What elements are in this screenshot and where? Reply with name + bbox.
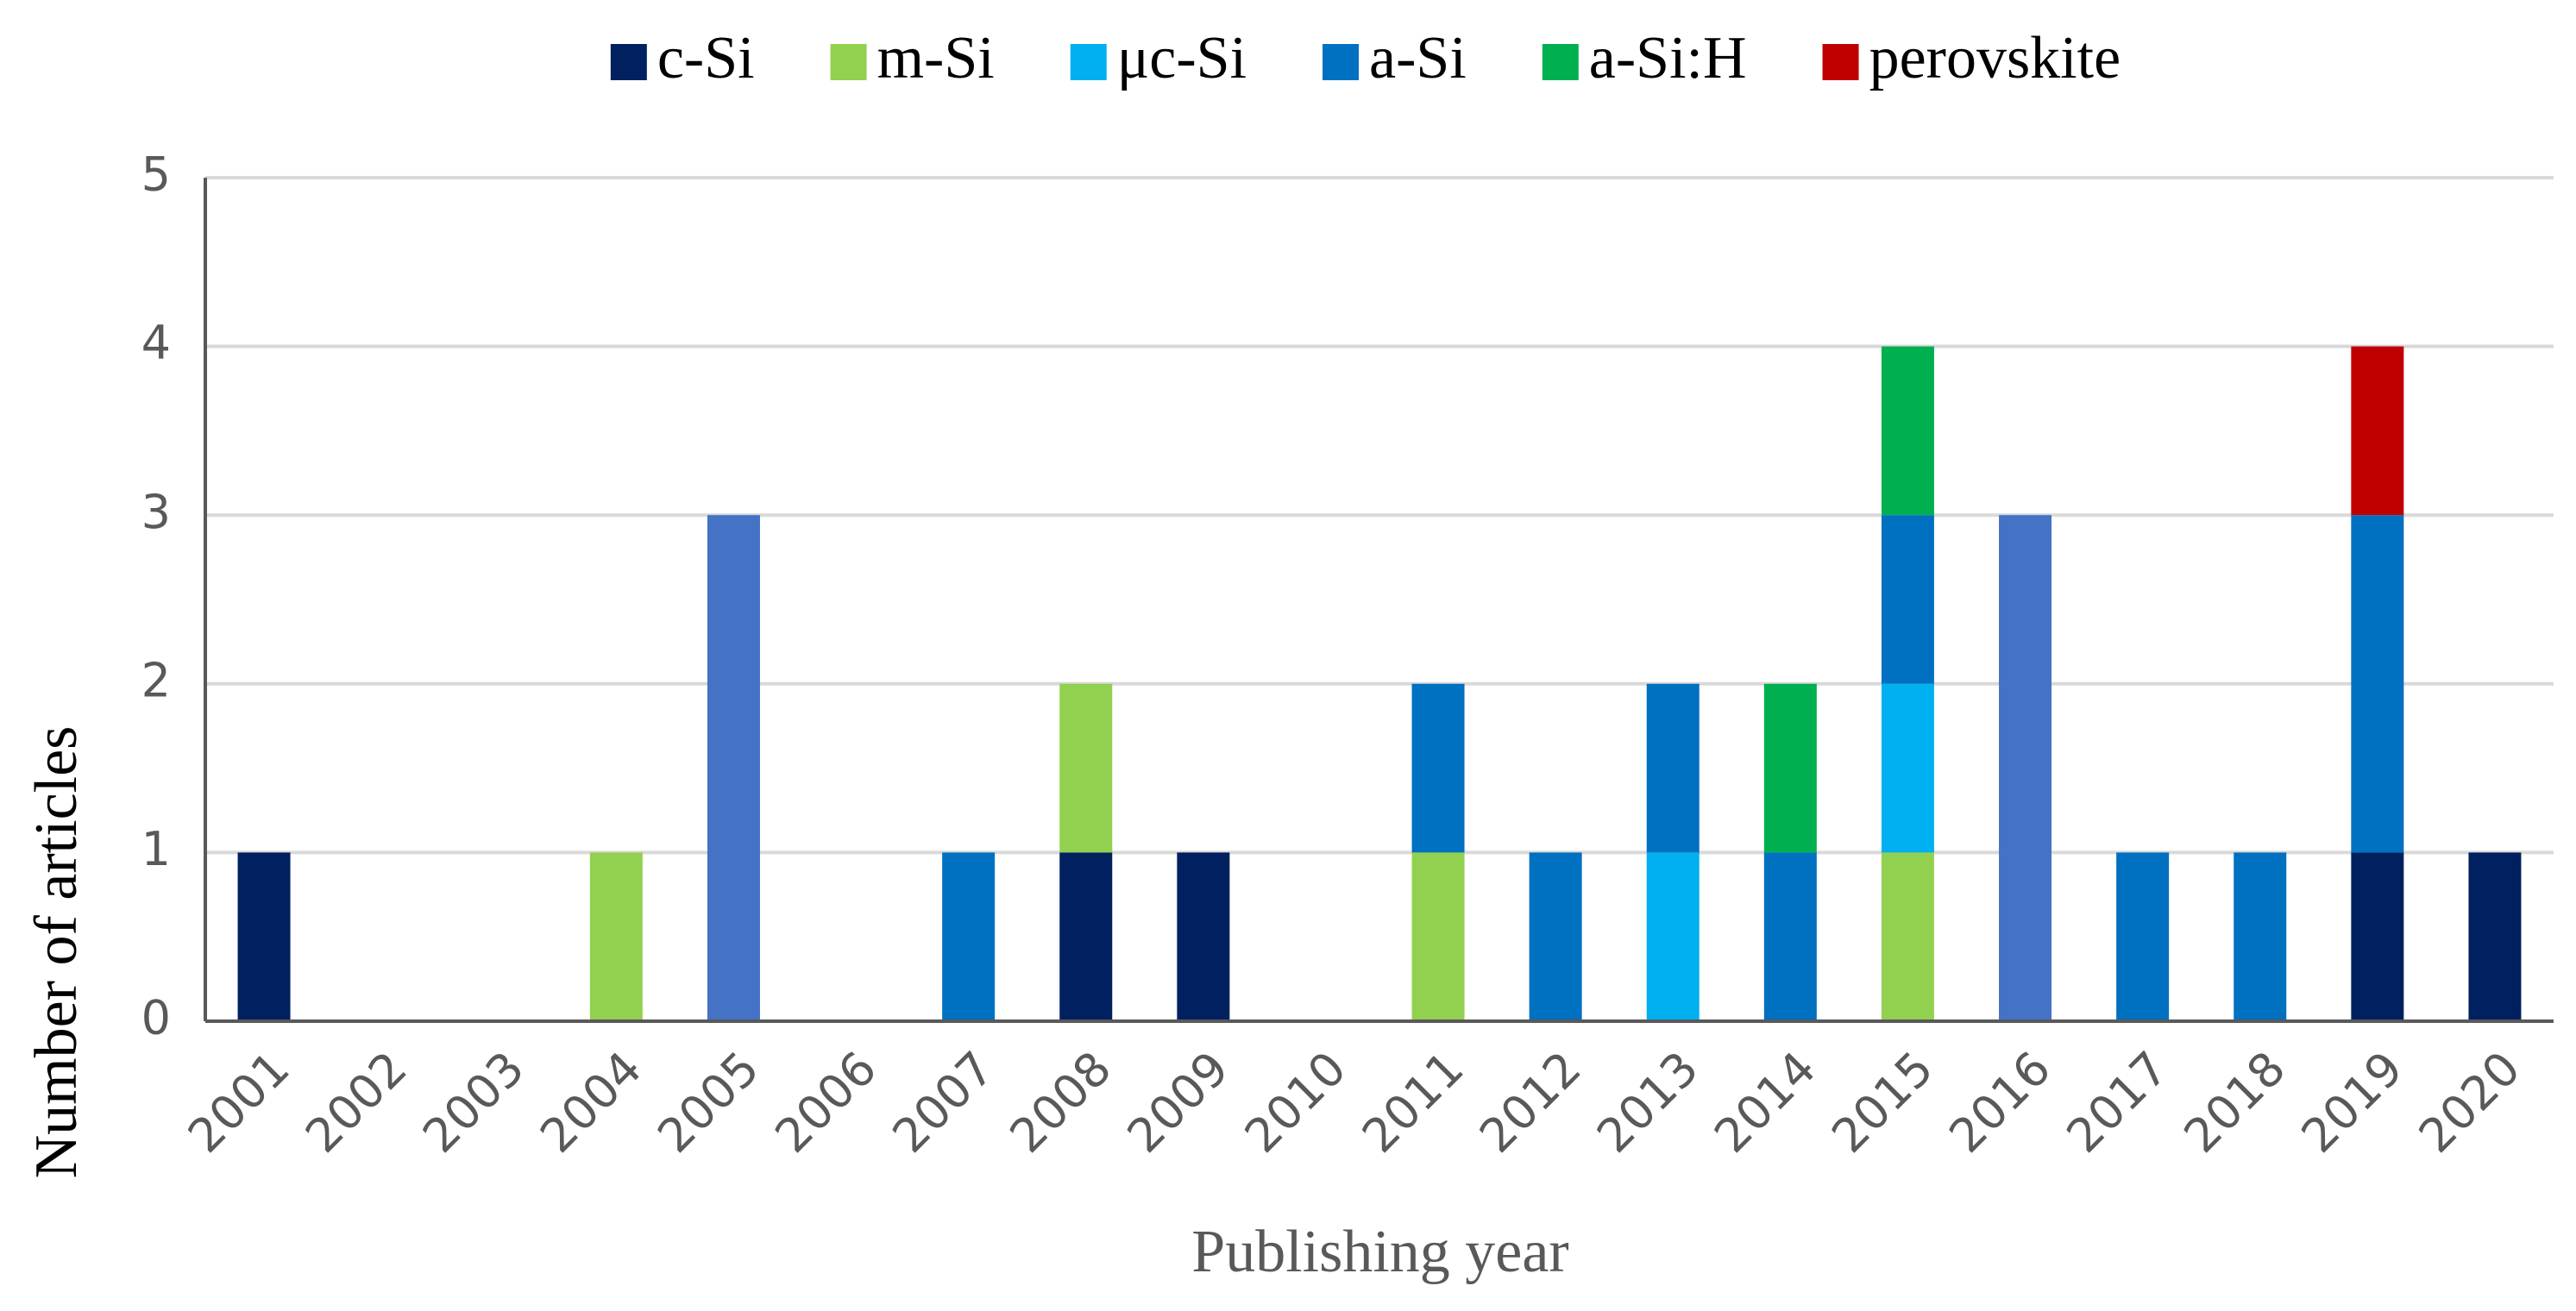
y-tick-label: 1 <box>141 822 171 876</box>
bar-segment <box>1411 683 1465 853</box>
y-tick-label: 0 <box>141 991 171 1045</box>
bar-segment <box>1529 852 1582 1021</box>
x-tick-label: 2005 <box>647 1041 770 1164</box>
x-tick-label: 2012 <box>1469 1041 1592 1164</box>
x-tick-label: 2006 <box>764 1041 887 1164</box>
legend-swatch <box>1822 44 1859 80</box>
bar-segment <box>2116 852 2170 1021</box>
legend-swatch <box>1070 44 1107 80</box>
y-tick-label: 2 <box>141 653 171 707</box>
bar-segment <box>1881 515 1934 684</box>
bar-segment <box>1881 852 1934 1021</box>
x-tick-label: 2018 <box>2174 1041 2296 1164</box>
y-axis-title: Number of articles <box>23 726 90 1179</box>
bar-segment <box>1881 683 1934 853</box>
x-tick-label: 2017 <box>2056 1041 2178 1164</box>
y-tick-label: 3 <box>141 485 171 539</box>
bar-segment <box>1177 852 1230 1021</box>
y-tick-label: 4 <box>141 316 171 370</box>
bar-segment <box>1763 683 1817 853</box>
legend-label: m-Si <box>877 25 995 91</box>
bar-segment <box>589 852 643 1021</box>
x-axis-title: Publishing year <box>1191 1219 1568 1285</box>
x-tick-label: 2011 <box>1352 1041 1474 1164</box>
bar-segment <box>2351 852 2404 1021</box>
legend-swatch <box>830 44 867 80</box>
legend-swatch <box>1323 44 1360 80</box>
y-tick-label: 5 <box>141 147 171 202</box>
bar-segment <box>2351 515 2404 853</box>
x-tick-label: 2001 <box>178 1041 300 1164</box>
legend-label: c-Si <box>657 25 755 91</box>
x-tick-label: 2019 <box>2291 1041 2414 1164</box>
x-tick-label: 2020 <box>2409 1041 2531 1164</box>
legend-label: a-Si:H <box>1589 25 1747 91</box>
bar-segment <box>1999 515 2052 1021</box>
x-tick-label: 2009 <box>1117 1041 1240 1164</box>
legend-swatch <box>610 44 647 80</box>
x-tick-label: 2013 <box>1586 1041 1709 1164</box>
x-tick-label: 2004 <box>530 1041 652 1164</box>
x-tick-label: 2015 <box>1821 1041 1944 1164</box>
bar-segment <box>1411 852 1465 1021</box>
bar-segment <box>1059 852 1113 1021</box>
bar-segment <box>1881 346 1934 516</box>
bar-segment <box>1646 852 1700 1021</box>
bar-segment <box>237 852 291 1021</box>
x-tick-label: 2002 <box>295 1041 418 1164</box>
bar-segment <box>942 852 996 1021</box>
legend-label: μc-Si <box>1117 25 1247 91</box>
x-tick-label: 2007 <box>882 1041 1004 1164</box>
bar-segment <box>1059 683 1113 853</box>
legend-label: a-Si <box>1369 25 1467 91</box>
x-tick-label: 2014 <box>1704 1041 1826 1164</box>
x-tick-label: 2016 <box>1938 1041 2061 1164</box>
bar-segment <box>1763 852 1817 1021</box>
bar-segment <box>2351 346 2404 516</box>
legend-swatch <box>1542 44 1579 80</box>
legend-label: perovskite <box>1869 25 2121 91</box>
bar-segment <box>707 515 760 1021</box>
bar-segment <box>2234 852 2287 1021</box>
bar-segment <box>2468 852 2522 1021</box>
bar-segment <box>1646 683 1700 853</box>
x-tick-label: 2010 <box>1235 1041 1357 1164</box>
x-tick-label: 2008 <box>1000 1041 1122 1164</box>
x-tick-label: 2003 <box>412 1041 535 1164</box>
